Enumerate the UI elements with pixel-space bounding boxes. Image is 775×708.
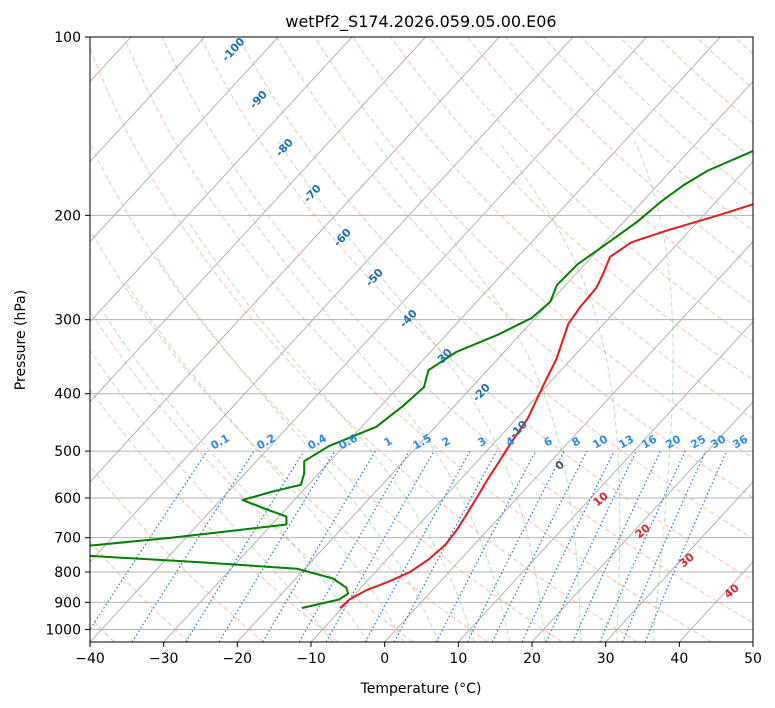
plot-area [90,37,753,642]
y-tick-label: 1000 [45,622,81,638]
isotherm-line [90,37,279,243]
x-tick-label: 50 [744,651,762,667]
moist-adiabat-line [277,141,546,642]
dewpoint-profile-line [90,149,753,609]
plot-frame [89,36,754,643]
y-tick-label: 700 [54,531,81,547]
mixing-ratio-line [572,450,662,642]
chart-title: wetPf2_S174.2026.059.05.00.E06 [285,12,556,32]
mixing-ratio-line [621,450,707,642]
moist-adiabat-line [226,180,511,642]
mixing-ratio-line [218,450,336,642]
moist-adiabat-line [188,221,475,642]
isotherm-line [605,481,753,642]
y-axis-label: Pressure (hPa) [13,290,29,390]
mixing-ratio-line [491,450,588,642]
mixing-ratio-line [131,450,255,642]
mixing-ratio-line [364,450,471,642]
x-tick-label: −30 [149,651,179,667]
dry-adiabat-line [237,37,753,540]
dry-adiabat-line [90,465,264,642]
x-tick-label: 40 [670,651,688,667]
y-tick-label: 900 [54,595,81,611]
isotherm-line [531,401,753,642]
isotherm-line [457,320,753,642]
y-tick-label: 800 [54,565,81,581]
mixing-ratio-line [599,450,686,642]
moist-adiabat-line [374,140,582,642]
x-tick-label: 0 [380,651,389,667]
axes: −40 −30 −20 −10 0 10 20 30 40 50 100 200 300 400 500 60… [45,30,762,667]
isotherm-line [90,37,426,403]
y-tick-label: 100 [54,30,81,46]
y-tick-label: 200 [54,208,81,224]
isotherm-line [310,160,753,642]
moist-adiabat-line [125,282,405,642]
mixing-ratio-line [262,450,376,642]
x-tick-label: −40 [75,651,105,667]
isotherm-line [163,37,721,642]
moist-adiabat-line [156,256,440,642]
moist-adiabat-line [634,141,674,642]
dry-adiabat-line [199,37,753,581]
x-tick-label: 20 [523,651,541,667]
dry-adiabat-line [123,37,712,642]
x-tick-label: 30 [597,651,615,667]
isotherm-line [236,80,753,642]
moist-adiabat-line [90,349,334,642]
dry-adiabat-line [90,142,563,642]
moist-adiabat-line [498,141,621,642]
x-tick-label: 10 [449,651,467,667]
isotherm-line [90,37,647,642]
isotherm-line [90,37,353,323]
mixing-ratio-line [325,450,435,642]
dry-adiabat-line [352,37,753,420]
dry-adiabat-line [161,37,753,624]
moist-adiabat-line [101,310,369,642]
dry-adiabat-line [581,37,753,196]
y-tick-label: 600 [54,491,81,507]
temperature-profile-line [339,203,753,609]
mixing-ratio-line [521,450,615,642]
mixing-ratio-line [298,450,410,642]
y-tick-label: 300 [54,313,81,329]
mixing-ratio-line [393,450,498,642]
x-tick-label: −20 [223,651,253,667]
dry-adiabat-line [314,37,753,459]
mixing-ratio-line [545,450,637,642]
dry-adiabat-line [90,388,339,642]
isotherm-line [384,240,753,642]
dry-adiabat-line [505,37,753,268]
x-axis-label: Temperature (°C) [360,681,482,697]
dry-adiabat-line [390,37,753,381]
mixing-ratio-line [644,450,728,642]
y-tick-label: 400 [54,387,81,403]
y-tick-label: 500 [54,444,81,460]
dry-adiabat-line [90,46,638,642]
isotherm-line [90,37,574,563]
dry-adiabat-line [428,37,753,343]
isotherm-line [90,37,205,163]
dry-adiabat-line [276,37,753,499]
x-tick-label: −10 [296,651,326,667]
isotherm-line [90,37,500,483]
mixing-ratio-line [185,450,305,642]
